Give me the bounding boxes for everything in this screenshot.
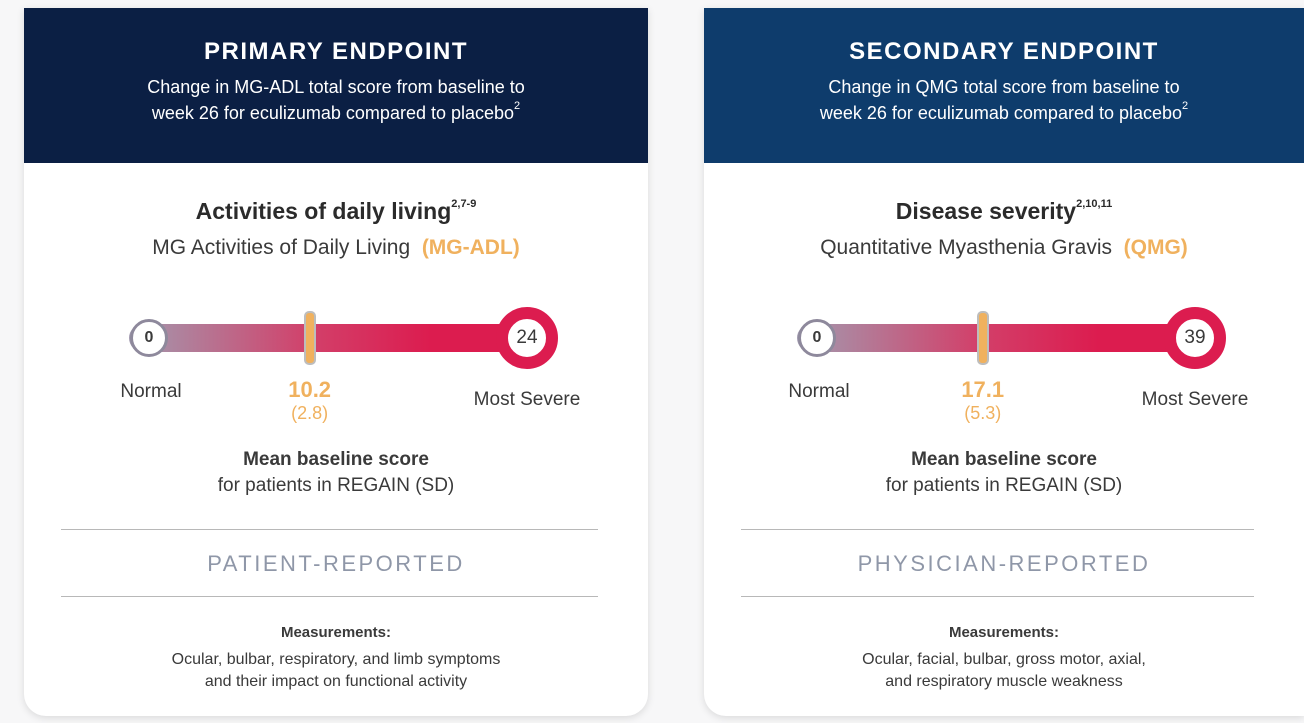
card: SECONDARY ENDPOINT Change in QMG total sc… (704, 8, 1304, 716)
scale-abbr: (MG-ADL) (421, 236, 520, 259)
scale-max: 39 (1164, 307, 1226, 369)
footnote: 2,10,11 (1076, 198, 1113, 210)
low-label: Normal (788, 381, 850, 402)
sd-value: (5.3) (964, 403, 1002, 423)
divider (741, 529, 1254, 530)
sd-value: (2.8) (291, 403, 329, 423)
baseline-note: for patients in REGAIN (SD) (217, 475, 455, 496)
subtitle-line: Change in QMG total score from baseline … (828, 77, 1180, 97)
measurement-line: and respiratory muscle weakness (885, 673, 1123, 690)
scale-abbr: (QMG) (1123, 236, 1188, 259)
header-title: PRIMARY ENDPOINT (203, 38, 469, 65)
mean-marker (303, 311, 316, 365)
heading: Activities of daily living2,7-9 (24, 198, 648, 225)
subtitle-line: week 26 for eculizumab compared to place… (819, 100, 1189, 123)
scale-name: MG Activities of Daily Living (MG-ADL) (24, 236, 648, 260)
report-type: PATIENT-REPORTED (207, 551, 465, 576)
header-title: SECONDARY ENDPOINT (849, 38, 1159, 65)
subtitle-line: Change in MG-ADL total score from baseli… (147, 77, 525, 97)
footnote: 2 (1182, 100, 1189, 112)
gauge-track (129, 324, 531, 352)
heading-text: Disease severity (895, 198, 1077, 224)
measurements-title: Measurements: (948, 624, 1060, 641)
measurement-line: Ocular, bulbar, respiratory, and limb sy… (171, 651, 501, 668)
footnote: 2 (514, 100, 521, 112)
report-type: PHYSICIAN-REPORTED (857, 551, 1151, 576)
measurement-line: and their impact on functional activity (204, 673, 468, 690)
scale-name: Quantitative Myasthenia Gravis (QMG) (704, 236, 1304, 260)
mean-value: 10.2 (288, 377, 332, 402)
baseline-note: for patients in REGAIN (SD) (885, 475, 1123, 496)
measurement-line: Ocular, facial, bulbar, gross motor, axi… (862, 651, 1146, 668)
baseline-title: Mean baseline score (243, 449, 429, 470)
scale-name-text: Quantitative Myasthenia Gravis (820, 236, 1112, 259)
low-label: Normal (120, 381, 182, 402)
gauge-track (797, 324, 1199, 352)
divider (61, 529, 598, 530)
measurements: Ocular, bulbar, respiratory, and limb sy… (24, 649, 648, 693)
scale-min: 0 (130, 319, 168, 357)
mean-value: 17.1 (961, 377, 1005, 402)
mean-marker (976, 311, 989, 365)
measurements: Ocular, facial, bulbar, gross motor, axi… (704, 649, 1304, 693)
card-header: SECONDARY ENDPOINT Change in QMG total sc… (704, 8, 1304, 163)
card-header: PRIMARY ENDPOINT Change in MG-ADL total s… (24, 8, 648, 163)
scale-name-text: MG Activities of Daily Living (152, 236, 411, 259)
high-label: Most Severe (473, 389, 581, 410)
high-label: Most Severe (1141, 389, 1249, 410)
heading-text: Activities of daily living (195, 198, 452, 224)
gauge: 0 39 Normal Most Severe 17.1 (5.3) (788, 303, 1248, 423)
baseline-title: Mean baseline score (911, 449, 1097, 470)
header-subtitle: Change in QMG total score from baseline … (704, 74, 1304, 126)
footnote: 2,7-9 (451, 198, 477, 210)
divider (741, 596, 1254, 597)
heading: Disease severity2,10,11 (704, 198, 1304, 225)
scale-max: 24 (496, 307, 558, 369)
measurements-title: Measurements: (280, 624, 392, 641)
header-subtitle: Change in MG-ADL total score from baseli… (24, 74, 648, 126)
gauge: 0 24 Normal Most Severe 10.2 (2.8) (120, 303, 580, 423)
subtitle-line: week 26 for eculizumab compared to place… (151, 100, 521, 123)
scale-min: 0 (798, 319, 836, 357)
divider (61, 596, 598, 597)
card: PRIMARY ENDPOINT Change in MG-ADL total s… (24, 8, 648, 716)
